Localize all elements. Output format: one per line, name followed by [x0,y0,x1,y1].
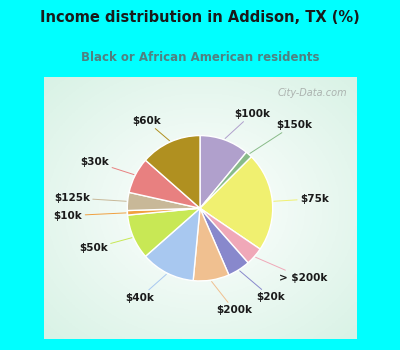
Text: $50k: $50k [79,238,132,253]
Text: $125k: $125k [54,193,126,203]
Wedge shape [127,193,200,211]
Wedge shape [200,152,252,208]
Text: $20k: $20k [240,271,285,302]
Text: $200k: $200k [212,281,252,315]
Wedge shape [129,160,200,208]
Wedge shape [146,135,200,208]
Text: > $200k: > $200k [256,257,328,283]
Text: City-Data.com: City-Data.com [278,88,347,98]
Wedge shape [200,208,248,275]
Wedge shape [127,208,200,215]
Wedge shape [146,208,200,281]
Wedge shape [128,208,200,256]
Text: $100k: $100k [225,109,270,139]
Text: $75k: $75k [274,194,329,204]
Wedge shape [200,157,273,249]
Text: $30k: $30k [80,157,134,175]
Text: Income distribution in Addison, TX (%): Income distribution in Addison, TX (%) [40,10,360,26]
Wedge shape [200,208,260,263]
Text: $10k: $10k [54,211,126,220]
Text: $40k: $40k [126,274,166,303]
Text: $150k: $150k [250,120,312,153]
Wedge shape [193,208,229,281]
Text: $60k: $60k [132,116,170,141]
Text: Black or African American residents: Black or African American residents [81,51,319,64]
Wedge shape [200,135,246,208]
